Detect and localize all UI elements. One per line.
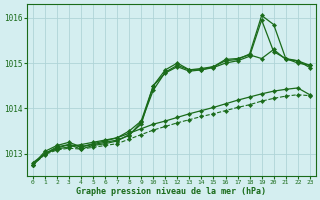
X-axis label: Graphe pression niveau de la mer (hPa): Graphe pression niveau de la mer (hPa): [76, 187, 266, 196]
